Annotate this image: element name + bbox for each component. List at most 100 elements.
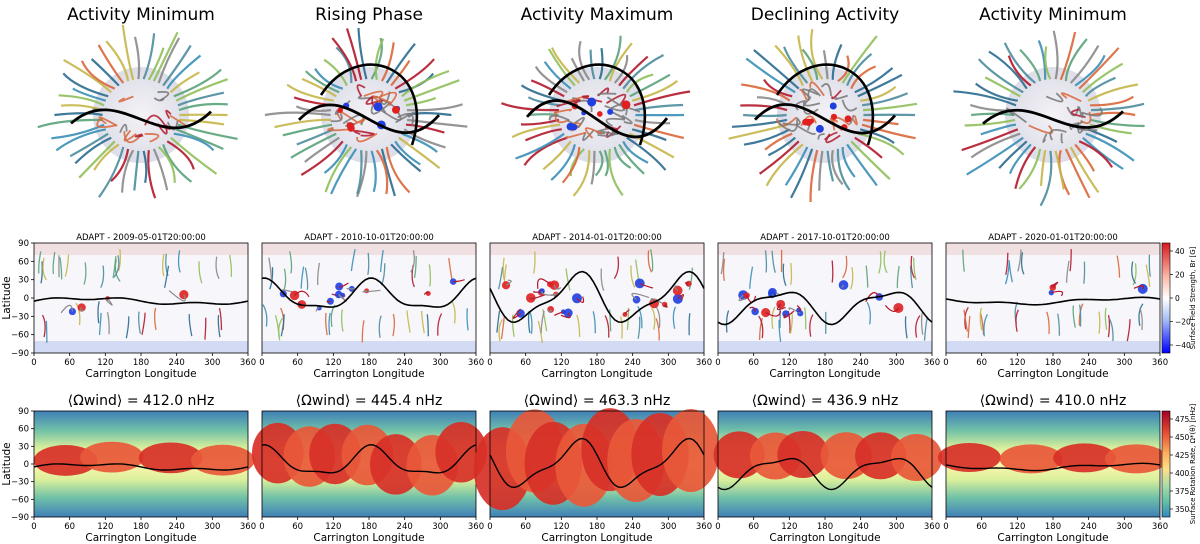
field-line — [530, 79, 565, 98]
field-line — [390, 143, 422, 173]
closed-loop — [379, 99, 397, 114]
closed-loop — [356, 84, 366, 97]
field-line — [818, 150, 824, 191]
loop-line — [505, 279, 512, 286]
x-tick-label: 360 — [924, 358, 940, 368]
x-tick-label: 240 — [1081, 358, 1097, 368]
field-line — [784, 146, 809, 186]
field-line — [1084, 76, 1116, 98]
open-field-line — [218, 307, 223, 331]
open-field-line — [274, 315, 280, 338]
open-field-line — [1139, 307, 1143, 331]
omega-title: ⟨Ωwind⟩ = 410.0 nHz — [980, 393, 1127, 409]
loop-line — [512, 308, 521, 319]
x-tick-label: 300 — [888, 358, 904, 368]
open-field-line — [649, 249, 654, 272]
phase-title: Declining Activity — [751, 5, 899, 25]
current-sheet — [753, 103, 897, 135]
closed-loop — [397, 112, 414, 126]
field-line — [767, 136, 796, 157]
field-line — [80, 60, 116, 90]
field-line — [78, 140, 116, 179]
open-field-line — [188, 314, 193, 337]
x-tick-label: 360 — [1152, 522, 1168, 532]
open-field-line — [100, 265, 105, 288]
field-line — [1064, 38, 1088, 82]
field-line — [822, 50, 829, 80]
adapt-date: ADAPT - 2010-10-01T20:00:00 — [304, 233, 434, 243]
x-tick-label: 0 — [31, 358, 36, 368]
field-line — [801, 48, 819, 80]
field-line — [152, 31, 179, 82]
field-line — [98, 146, 125, 198]
field-line — [1069, 146, 1100, 194]
open-field-line — [163, 265, 170, 288]
loop-line — [738, 294, 746, 302]
field-line — [1052, 30, 1059, 80]
field-line — [790, 148, 814, 199]
field-line — [542, 140, 572, 171]
field-line — [152, 148, 169, 191]
br-map-panel: ADAPT - 2017-10-01T20:00:00 — [717, 233, 933, 354]
closed-loop — [852, 115, 858, 126]
active-region — [373, 102, 383, 112]
x-tick-label: 360 — [468, 522, 484, 532]
field-line — [547, 48, 576, 87]
omega-title: ⟨Ωwind⟩ = 445.4 nHz — [296, 393, 443, 409]
field-line — [857, 73, 903, 98]
open-field-line — [413, 255, 417, 279]
field-line — [543, 61, 572, 90]
loop-line — [560, 312, 571, 319]
fast-rotation-region — [713, 431, 765, 479]
x-tick-label: 60 — [292, 358, 303, 368]
br-map-panel: ADAPT - 2014-01-01T20:00:00 — [489, 233, 705, 354]
sun-disk — [549, 67, 645, 163]
x-tick-label: 180 — [361, 358, 377, 368]
closed-loop — [123, 129, 137, 142]
field-line — [58, 94, 105, 107]
x-tick-label: 300 — [888, 522, 904, 532]
open-field-line — [268, 257, 273, 280]
field-line — [380, 42, 395, 82]
adapt-date: ADAPT - 2020-01-01T20:00:00 — [988, 233, 1118, 243]
field-line — [561, 146, 581, 184]
sun-disk — [1005, 67, 1101, 163]
field-line — [1082, 136, 1124, 170]
closed-loop — [98, 116, 118, 127]
x-tick-label: 60 — [976, 358, 987, 368]
open-field-line — [500, 316, 505, 340]
field-line — [570, 57, 586, 82]
closed-loop — [775, 116, 798, 127]
field-line — [133, 150, 140, 191]
x-tick-label: 120 — [97, 358, 113, 368]
closed-loop — [144, 133, 160, 143]
open-field-line — [141, 312, 146, 335]
field-line — [861, 123, 916, 140]
field-line — [523, 136, 568, 166]
open-field-line — [778, 319, 782, 342]
field-line — [90, 58, 120, 87]
field-line — [110, 148, 130, 183]
field-line — [975, 82, 1018, 102]
open-field-line — [915, 315, 921, 338]
sun-disk — [321, 67, 417, 163]
field-line — [323, 58, 348, 87]
current-sheet-fold — [547, 63, 647, 146]
field-line — [304, 136, 340, 163]
phase-title: Activity Maximum — [521, 5, 674, 25]
open-field-line — [269, 267, 274, 290]
field-line — [147, 47, 165, 81]
fast-rotation-region — [662, 409, 720, 493]
x-tick-label: 180 — [133, 358, 149, 368]
omega-colorbar-tick-label: 425 — [1175, 451, 1190, 460]
x-tick-label: 240 — [853, 522, 869, 532]
closed-loop — [799, 88, 808, 101]
x-tick-label: 240 — [853, 358, 869, 368]
separatrix-line — [945, 462, 1161, 472]
field-line — [169, 71, 200, 94]
field-line — [763, 78, 793, 98]
field-line — [774, 44, 804, 87]
field-line — [831, 150, 844, 186]
omega-colorbar-tick-label: 350 — [1175, 505, 1190, 514]
x-tick-label: 180 — [1045, 522, 1061, 532]
